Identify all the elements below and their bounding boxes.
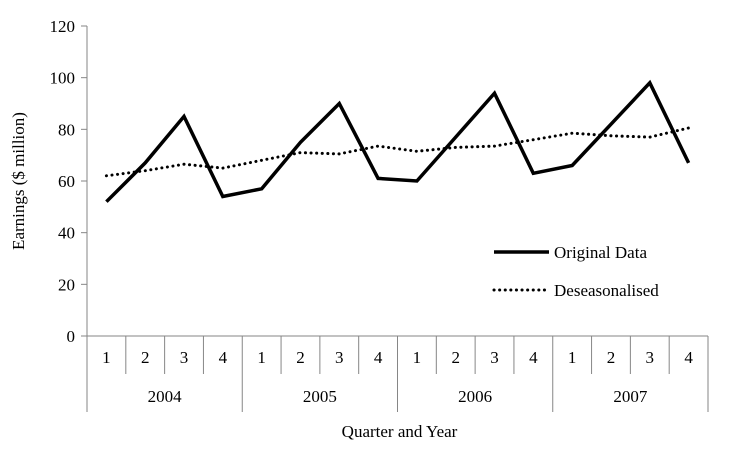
quarter-label: 2 [607,348,616,367]
year-label: 2004 [148,387,183,406]
quarter-label: 4 [684,348,693,367]
y-tick-label: 20 [58,275,75,294]
y-tick-label: 40 [58,224,75,243]
series-lines [104,79,691,203]
original-data-line [105,79,691,203]
quarter-label: 4 [374,348,383,367]
y-tick-label: 60 [58,172,75,191]
quarter-label: 2 [141,348,150,367]
y-tick-label: 100 [50,69,76,88]
quarter-label: 1 [568,348,577,367]
quarter-label: 2 [296,348,305,367]
y-tick-label: 0 [67,327,76,346]
year-label: 2006 [458,387,492,406]
quarter-label: 4 [219,348,228,367]
quarter-label: 3 [180,348,189,367]
year-label: 2005 [303,387,337,406]
y-axis-label: Earnings ($ million) [9,112,28,250]
quarter-label: 2 [451,348,460,367]
y-tick-label: 120 [50,17,76,36]
y-tick-label: 80 [58,120,75,139]
quarter-label: 1 [102,348,111,367]
quarter-label: 1 [413,348,422,367]
quarter-label: 3 [490,348,499,367]
quarter-label: 3 [335,348,344,367]
legend-label: Deseasonalised [554,281,659,300]
quarter-label: 4 [529,348,538,367]
y-axis: 0 20 40 60 80 100 120 [50,17,88,346]
quarter-label: 1 [257,348,266,367]
legend-label: Original Data [554,243,647,262]
x-axis: 1 2 3 4 1 2 3 4 1 2 3 4 1 2 3 4 2004 2005 2006 2007 [86,335,709,412]
quarter-label: 3 [646,348,655,367]
x-axis-label: Quarter and Year [342,422,458,441]
legend: Original Data Deseasonalised [492,243,659,300]
year-label: 2007 [613,387,648,406]
